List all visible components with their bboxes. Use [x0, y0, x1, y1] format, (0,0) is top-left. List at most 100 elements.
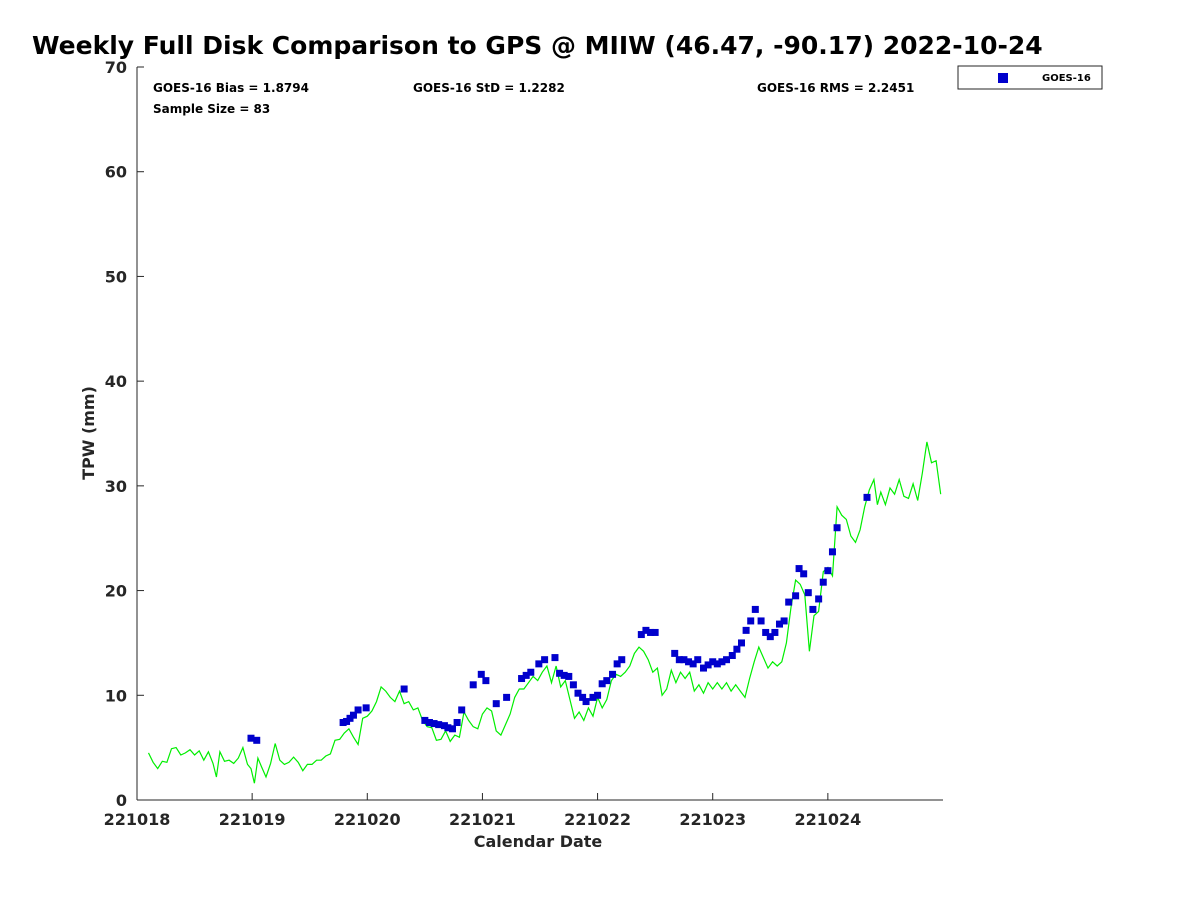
goes-16-point	[541, 656, 549, 664]
goes-16-point	[647, 628, 655, 636]
goes-16-point	[569, 681, 577, 689]
goes-16-point	[689, 660, 697, 668]
chart-title: Weekly Full Disk Comparison to GPS @ MII…	[32, 31, 1043, 60]
goes-16-point	[598, 680, 606, 688]
goes-16-point	[618, 656, 626, 664]
goes-16-point	[613, 660, 621, 668]
goes-16-point	[694, 656, 702, 664]
goes-16-point	[700, 664, 708, 672]
goes-16-point	[589, 693, 597, 701]
sample-size-stat: Sample Size = 83	[153, 102, 270, 116]
goes-16-point	[444, 724, 452, 732]
goes-16-point	[680, 656, 688, 664]
goes-16-point	[527, 668, 535, 676]
goes-16-point	[728, 651, 736, 659]
goes-16-series	[247, 493, 871, 744]
goes-16-point	[477, 670, 485, 678]
goes-16-point	[247, 734, 255, 742]
goes-16-point	[685, 658, 693, 666]
x-tick-label: 221018	[104, 810, 171, 829]
goes-16-point	[503, 693, 511, 701]
goes-16-point	[430, 720, 438, 728]
goes-16-point	[800, 570, 808, 578]
goes-16-point	[448, 725, 456, 733]
goes-16-point	[771, 628, 779, 636]
y-tick-label: 30	[105, 477, 127, 496]
y-tick-label: 20	[105, 582, 127, 601]
x-axis-ticks: 221018 221019 221020 221021 221022 221023 2210…	[104, 793, 861, 829]
goes-16-point	[535, 660, 543, 668]
goes-16-point	[795, 565, 803, 573]
goes-16-point	[354, 706, 362, 714]
plot-background	[137, 67, 943, 800]
goes-16-point	[421, 716, 429, 724]
goes-16-point	[671, 649, 679, 657]
gps-line	[147, 441, 942, 784]
y-tick-label: 70	[105, 58, 127, 77]
goes-16-point	[551, 654, 559, 662]
goes-16-point	[362, 704, 370, 712]
goes-16-point	[809, 605, 817, 613]
x-axis-label: Calendar Date	[474, 832, 603, 851]
y-axis-ticks: 0 10 20 30 40 50 60 70	[105, 58, 144, 810]
goes-16-point	[435, 721, 443, 729]
goes-16-point	[453, 719, 461, 727]
goes-16-point	[603, 677, 611, 685]
rms-stat: GOES-16 RMS = 2.2451	[757, 81, 914, 95]
goes-16-point	[458, 706, 466, 714]
goes-16-point	[492, 700, 500, 708]
legend: GOES-16	[957, 65, 1103, 90]
goes-16-point	[733, 645, 741, 653]
goes-16-point	[751, 605, 759, 613]
goes-16-point	[742, 626, 750, 634]
goes-16-point	[556, 669, 564, 677]
goes-16-point	[815, 595, 823, 603]
plot-area	[136, 67, 943, 801]
goes-16-point	[780, 617, 788, 625]
goes-16-point	[579, 693, 587, 701]
y-axis-label: TPW (mm)	[79, 386, 98, 480]
goes-16-point	[828, 548, 836, 556]
goes-16-point	[560, 671, 568, 679]
goes-16-point	[747, 617, 755, 625]
std-stat: GOES-16 StD = 1.2282	[413, 81, 565, 95]
goes-16-point	[792, 592, 800, 600]
goes-16-point	[757, 617, 765, 625]
goes-16-point	[637, 631, 645, 639]
goes-16-point	[651, 628, 659, 636]
goes-16-point	[518, 675, 526, 683]
goes-16-point	[574, 689, 582, 697]
x-tick-label: 221019	[219, 810, 286, 829]
y-tick-label: 0	[116, 791, 127, 810]
goes-16-point	[775, 620, 783, 628]
bias-stat: GOES-16 Bias = 1.8794	[153, 81, 309, 95]
goes-16-point	[723, 656, 731, 664]
x-tick-label: 221021	[449, 810, 516, 829]
goes-16-point	[582, 698, 590, 706]
legend-box	[957, 65, 1103, 90]
goes-16-point	[349, 711, 357, 719]
goes-16-point	[425, 719, 433, 727]
goes-16-point	[718, 658, 726, 666]
y-tick-label: 10	[105, 686, 127, 705]
x-tick-label: 221023	[679, 810, 746, 829]
goes-16-point	[709, 658, 717, 666]
goes-16-point	[863, 493, 871, 501]
goes-16-point	[704, 661, 712, 669]
goes-16-point	[565, 672, 573, 680]
goes-16-point	[522, 671, 530, 679]
goes-16-point	[785, 598, 793, 606]
goes-16-point	[594, 691, 602, 699]
goes-16-point	[469, 681, 477, 689]
goes-16-point	[819, 578, 827, 586]
legend-label-goes-16: GOES-16	[1042, 73, 1091, 84]
y-tick-label: 40	[105, 372, 127, 391]
goes-16-point	[642, 626, 650, 634]
legend-marker-goes-16	[998, 73, 1008, 83]
goes-16-point	[675, 656, 683, 664]
goes-16-point	[400, 685, 408, 693]
goes-16-point	[762, 628, 770, 636]
x-tick-label: 221020	[334, 810, 401, 829]
goes-16-point	[824, 567, 832, 575]
